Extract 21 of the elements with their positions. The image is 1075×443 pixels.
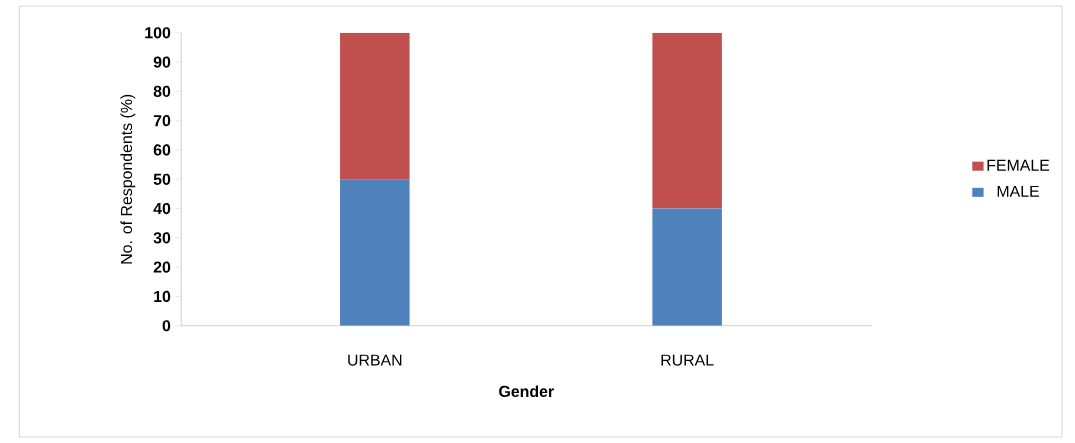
legend-label: FEMALE	[987, 159, 1050, 171]
bar	[340, 32, 410, 180]
bar	[340, 179, 410, 326]
y-tick-label: 20	[153, 261, 171, 273]
y-tick-label: 0	[162, 320, 171, 332]
y-tick-label: 70	[153, 115, 171, 127]
legend-label: MALE	[997, 185, 1039, 197]
y-tick-label: 60	[153, 144, 171, 156]
y-tick-label: 40	[153, 202, 171, 215]
x-axis-title: Gender	[499, 385, 554, 398]
y-tick-label: 80	[153, 85, 171, 98]
y-tick-label: 50	[153, 173, 171, 185]
x-tick-label: URBAN	[348, 354, 402, 366]
y-tick-label: 90	[153, 56, 171, 68]
y-axis-title: No. of Respondents (%)	[120, 94, 136, 264]
y-tick-label: 30	[153, 232, 171, 244]
bar	[652, 32, 722, 209]
y-tick-label: 100	[145, 27, 171, 39]
x-tick-label: RURAL	[661, 354, 714, 366]
y-tick-label: 10	[154, 290, 171, 303]
bar	[652, 208, 722, 326]
